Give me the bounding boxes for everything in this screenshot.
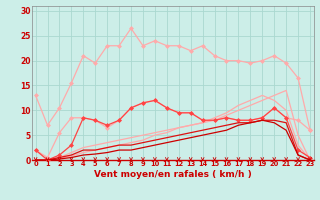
X-axis label: Vent moyen/en rafales ( km/h ): Vent moyen/en rafales ( km/h )	[94, 170, 252, 179]
